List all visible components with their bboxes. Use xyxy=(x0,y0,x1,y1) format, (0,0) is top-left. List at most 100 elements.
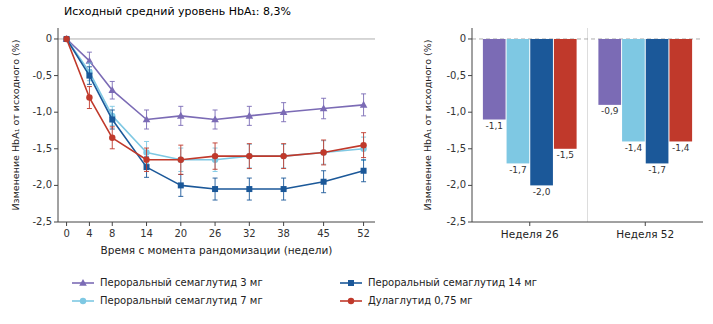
x-axis: Неделя 26Неделя 52 xyxy=(472,222,703,240)
point xyxy=(321,179,327,185)
x-axis-line xyxy=(472,222,703,223)
data-label: -1,4 xyxy=(672,143,690,153)
y-tick xyxy=(468,148,472,149)
x-tick xyxy=(529,222,530,226)
series-line xyxy=(67,39,364,160)
point xyxy=(143,157,149,163)
error-bar xyxy=(247,144,252,167)
data-label: -1,7 xyxy=(648,165,666,175)
y-tick xyxy=(54,185,58,186)
y-tick-label: -1,0 xyxy=(446,106,466,117)
point xyxy=(178,157,184,163)
y-tick xyxy=(54,112,58,113)
x-tick xyxy=(89,222,90,226)
point xyxy=(320,149,326,155)
point xyxy=(177,112,185,119)
x-tick-label: 38 xyxy=(277,228,290,239)
x-axis-line xyxy=(58,222,375,223)
error-bar xyxy=(361,160,366,182)
point xyxy=(178,182,184,188)
y-tick-label: -2,5 xyxy=(32,216,52,227)
series xyxy=(63,36,366,175)
point xyxy=(178,157,184,163)
legend-item: Пероральный семаглутид 14 мг xyxy=(340,277,537,288)
legend-label: Дулаглутид 0,75 мг xyxy=(368,295,472,306)
error-bar xyxy=(110,127,115,149)
zero-line xyxy=(58,38,375,39)
chart-root: 04814202632384552Время с момента рандоми… xyxy=(0,0,713,324)
y-tick-label: -2,0 xyxy=(446,179,466,190)
legend-marker xyxy=(348,298,354,304)
y-tick xyxy=(54,75,58,76)
point xyxy=(108,86,116,93)
error-bar xyxy=(247,144,252,169)
x-tick xyxy=(249,222,250,226)
point xyxy=(281,186,287,192)
point xyxy=(64,36,70,42)
y-axis: -2,5-2,0-1,5-1,0-0,50Изменение HbA₁⁣ от … xyxy=(422,28,473,227)
data-label: -1,7 xyxy=(509,165,527,175)
legend-marker xyxy=(79,279,87,286)
bar xyxy=(507,39,530,163)
legend-item: Пероральный семаглутид 3 мг xyxy=(72,277,263,288)
error-bar xyxy=(321,171,326,193)
y-tick-label: -0,5 xyxy=(446,70,466,81)
y-tick xyxy=(468,38,472,39)
point xyxy=(246,153,252,159)
point xyxy=(246,186,252,192)
y-tick-label: -2,0 xyxy=(32,179,52,190)
point xyxy=(320,149,326,155)
legend-marker xyxy=(348,280,354,286)
y-tick-label: -1,5 xyxy=(32,143,52,154)
x-tick xyxy=(323,222,324,226)
x-tick-label: Неделя 52 xyxy=(616,228,674,240)
plot-area xyxy=(483,39,692,185)
error-bar xyxy=(321,140,326,165)
error-bar xyxy=(87,87,92,109)
legend: Пероральный семаглутид 3 мг Пероральный с… xyxy=(72,277,537,306)
series-line xyxy=(67,39,364,160)
error-bar xyxy=(321,141,326,164)
y-tick-label: -2,5 xyxy=(446,216,466,227)
error-bar xyxy=(361,133,366,158)
y-tick xyxy=(54,222,58,223)
annotation: Исходный средний уровень HbA₁⁣: 8,3% xyxy=(64,5,291,18)
error-bar xyxy=(110,110,115,129)
x-tick xyxy=(215,222,216,226)
point xyxy=(109,117,115,123)
error-bar xyxy=(213,143,218,169)
point xyxy=(109,135,115,141)
x-tick-label: 26 xyxy=(209,228,222,239)
series-line xyxy=(67,39,364,120)
point xyxy=(63,35,71,42)
error-bar xyxy=(247,178,252,200)
y-tick-label: -1,0 xyxy=(32,106,52,117)
y-axis: -2,5-2,0-1,5-1,0-0,50Изменение HbA₁⁣ от … xyxy=(10,28,59,227)
legend-marker xyxy=(80,298,86,304)
error-bar xyxy=(281,178,286,200)
series xyxy=(63,36,366,172)
point xyxy=(280,153,286,159)
x-tick-label: 8 xyxy=(109,228,115,239)
bar xyxy=(530,39,553,185)
x-tick xyxy=(180,222,181,226)
point xyxy=(320,105,328,112)
x-tick-label: 4 xyxy=(86,228,92,239)
point xyxy=(212,153,218,159)
point xyxy=(280,153,286,159)
legend-item: Дулаглутид 0,75 мг xyxy=(340,295,472,306)
bar xyxy=(622,39,645,141)
x-axis: 04814202632384552 xyxy=(58,222,375,239)
bar xyxy=(554,39,577,149)
error-bar xyxy=(281,144,286,169)
point xyxy=(86,73,92,79)
y-tick xyxy=(468,75,472,76)
data-label: -1,4 xyxy=(625,143,643,153)
bar xyxy=(669,39,692,141)
point xyxy=(63,36,69,42)
point xyxy=(361,168,367,174)
x-tick-label: 20 xyxy=(174,228,187,239)
x-tick-label: 32 xyxy=(243,228,256,239)
x-tick-label: 0 xyxy=(63,228,69,239)
error-bar xyxy=(281,144,286,167)
